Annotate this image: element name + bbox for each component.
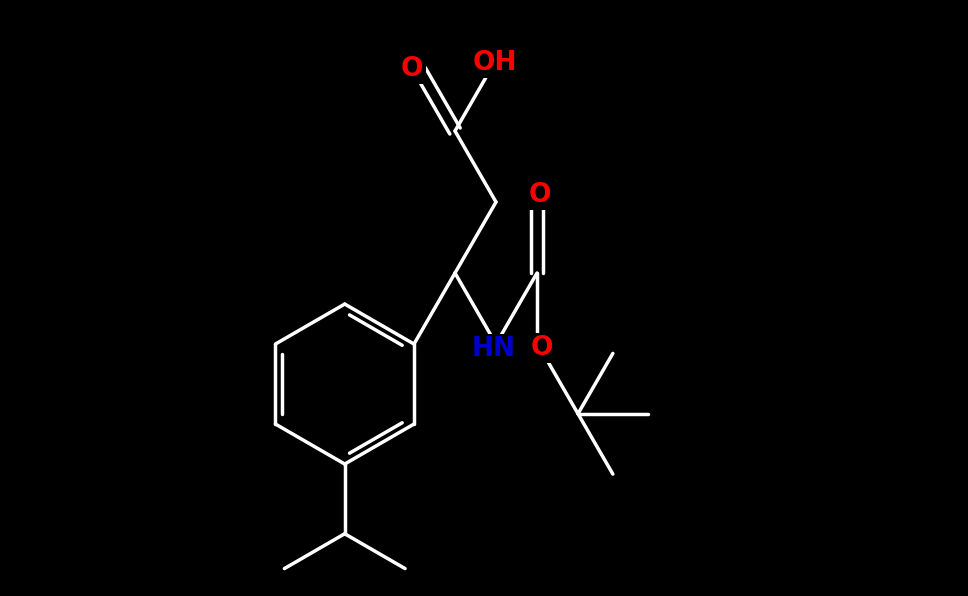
Text: OH: OH xyxy=(472,49,517,76)
Text: HN: HN xyxy=(472,336,516,362)
Text: O: O xyxy=(401,55,423,82)
Text: O: O xyxy=(529,182,551,209)
Text: O: O xyxy=(530,335,554,361)
